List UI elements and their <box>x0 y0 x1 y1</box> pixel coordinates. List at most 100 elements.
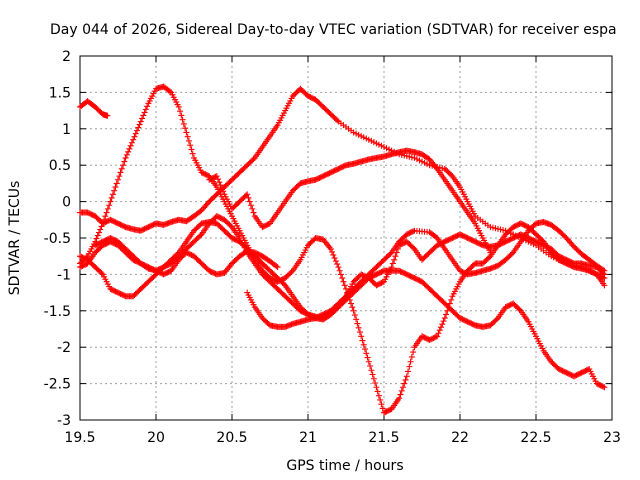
data-point <box>104 205 111 212</box>
data-point <box>99 220 106 227</box>
data-point <box>244 191 251 198</box>
chart-title: Day 044 of 2026, Sidereal Day-to-day VTE… <box>50 22 617 38</box>
data-point <box>189 150 196 157</box>
data-point <box>118 165 125 172</box>
data-point <box>434 333 441 340</box>
data-point <box>398 387 405 394</box>
data-point <box>600 266 607 273</box>
data-point <box>117 169 124 176</box>
data-point <box>387 250 394 257</box>
data-point <box>370 375 377 382</box>
data-point <box>188 146 195 153</box>
data-point <box>436 327 443 334</box>
data-point <box>132 130 139 137</box>
data-point <box>448 171 455 178</box>
y-tick-label: -1 <box>57 267 71 283</box>
data-point <box>109 191 116 198</box>
data-point <box>197 232 204 239</box>
data-point <box>406 363 413 370</box>
series-track-6 <box>244 218 608 330</box>
data-point <box>141 109 148 116</box>
data-point <box>448 296 455 303</box>
data-point <box>120 162 127 169</box>
data-point <box>400 384 406 391</box>
data-point <box>102 213 109 220</box>
data-point <box>107 198 114 205</box>
data-point <box>103 209 110 216</box>
data-point <box>351 312 358 319</box>
data-point <box>98 223 105 230</box>
data-point <box>516 306 523 313</box>
data-point <box>405 368 412 375</box>
series-track-1 <box>77 98 111 119</box>
x-tick-label: 22.5 <box>520 430 551 446</box>
data-point <box>217 182 224 189</box>
data-point <box>104 112 111 119</box>
data-point <box>126 145 133 152</box>
data-point <box>362 346 368 353</box>
data-point <box>179 116 186 123</box>
data-point <box>353 316 360 323</box>
data-point <box>113 180 120 187</box>
data-point <box>389 260 396 267</box>
data-point <box>388 264 395 271</box>
data-point <box>142 106 149 113</box>
data-point <box>349 304 356 311</box>
data-point <box>374 388 381 395</box>
data-point <box>182 125 189 132</box>
data-point <box>364 354 371 361</box>
data-point <box>178 112 185 119</box>
data-point <box>331 255 338 262</box>
data-point <box>443 311 450 318</box>
data-point <box>397 391 404 398</box>
data-point <box>96 229 102 236</box>
data-point <box>166 88 173 95</box>
data-point <box>213 173 220 180</box>
series-track-5 <box>77 213 608 322</box>
data-point <box>403 373 410 380</box>
data-point <box>136 121 143 128</box>
data-point <box>368 367 375 374</box>
data-point <box>393 249 400 256</box>
data-point <box>346 296 353 303</box>
data-point <box>438 324 444 331</box>
data-point <box>108 194 115 201</box>
data-point <box>137 118 144 125</box>
y-tick-label: 1 <box>62 122 71 138</box>
y-tick-label: -3 <box>57 413 71 429</box>
data-point <box>116 173 123 180</box>
data-point <box>392 253 399 260</box>
data-point <box>248 202 254 209</box>
data-point <box>440 318 447 325</box>
data-point <box>215 176 222 183</box>
data-point <box>373 384 380 391</box>
x-tick-label: 20 <box>147 430 165 446</box>
data-point <box>601 267 608 274</box>
data-point <box>358 333 365 340</box>
data-point <box>245 194 252 201</box>
data-point <box>330 251 337 258</box>
data-point <box>94 232 101 239</box>
data-point <box>131 133 138 140</box>
data-point <box>93 235 100 242</box>
data-point <box>402 376 409 383</box>
data-point <box>274 264 281 271</box>
data-point <box>441 315 448 322</box>
data-point <box>184 133 191 140</box>
data-point <box>356 329 363 336</box>
data-point <box>220 188 227 195</box>
y-tick-label: 1.5 <box>49 85 71 101</box>
x-tick-label: 19.5 <box>64 430 95 446</box>
y-tick-label: -1.5 <box>44 304 71 320</box>
data-point <box>139 115 146 122</box>
data-point <box>372 379 379 386</box>
data-point <box>391 256 398 263</box>
data-point <box>435 330 442 337</box>
data-point <box>246 198 253 205</box>
data-point <box>250 209 257 216</box>
data-point <box>401 380 408 387</box>
data-point <box>365 358 372 365</box>
data-point <box>601 282 608 289</box>
x-axis-label: GPS time / hours <box>286 458 403 474</box>
